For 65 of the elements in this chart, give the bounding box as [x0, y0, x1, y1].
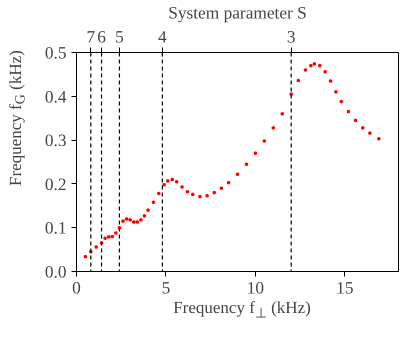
point — [280, 112, 284, 116]
point — [186, 190, 190, 194]
point — [296, 78, 300, 82]
point — [139, 218, 143, 222]
point — [94, 245, 98, 249]
x2-axis-title: System parameter S — [168, 4, 307, 22]
point — [323, 70, 327, 74]
point — [304, 68, 308, 72]
point — [377, 137, 381, 141]
point — [106, 235, 110, 239]
x-tick-label: 10 — [246, 278, 264, 298]
y-tick-label: 0.4 — [44, 87, 67, 106]
point — [226, 180, 230, 184]
point — [318, 64, 322, 68]
point — [84, 254, 88, 258]
point — [124, 217, 128, 221]
point — [309, 64, 313, 68]
point — [162, 183, 166, 187]
x-tick-label: 0 — [72, 278, 81, 298]
point — [157, 192, 161, 196]
point — [328, 79, 332, 83]
point — [262, 139, 266, 143]
annotation: 7 — [86, 28, 96, 46]
point — [360, 126, 364, 130]
point — [368, 131, 372, 135]
y-tick-label: 0.5 — [44, 44, 67, 62]
point — [121, 219, 125, 223]
y-tick-label: 0.1 — [44, 218, 67, 238]
point — [170, 178, 174, 182]
point — [212, 190, 216, 194]
point — [205, 194, 209, 198]
point — [312, 62, 316, 66]
point — [236, 172, 240, 176]
point — [114, 231, 118, 235]
point — [220, 186, 224, 190]
point — [254, 151, 258, 155]
y-tick-label: 0.2 — [44, 174, 67, 194]
point — [103, 236, 107, 240]
point — [142, 214, 146, 218]
point — [354, 118, 358, 122]
point — [174, 180, 178, 184]
point — [166, 179, 170, 183]
x-tick-label: 15 — [336, 278, 354, 298]
x-tick-label: 5 — [162, 278, 170, 298]
point — [146, 208, 150, 212]
point — [244, 162, 248, 166]
point — [272, 126, 276, 130]
point — [152, 200, 156, 204]
point — [180, 185, 184, 189]
point — [136, 220, 140, 224]
annotation: 3 — [286, 28, 296, 46]
point — [110, 234, 114, 238]
annotation: 4 — [158, 28, 168, 46]
point — [340, 100, 344, 104]
point — [346, 110, 350, 114]
annotation: 5 — [115, 28, 124, 46]
point — [191, 192, 195, 196]
point — [132, 220, 136, 224]
x-axis-title: Frequency f$_{⊥}$ (kHz) — [172, 297, 312, 324]
point — [198, 194, 202, 198]
point — [334, 90, 338, 94]
annotation: 6 — [97, 28, 106, 46]
y-tick-label: 0.0 — [44, 262, 67, 282]
point — [128, 218, 132, 222]
y-tick-label: 0.3 — [44, 131, 67, 150]
